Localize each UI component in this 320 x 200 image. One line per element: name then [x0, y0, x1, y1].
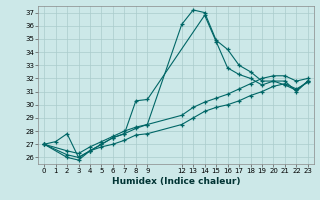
X-axis label: Humidex (Indice chaleur): Humidex (Indice chaleur) [112, 177, 240, 186]
